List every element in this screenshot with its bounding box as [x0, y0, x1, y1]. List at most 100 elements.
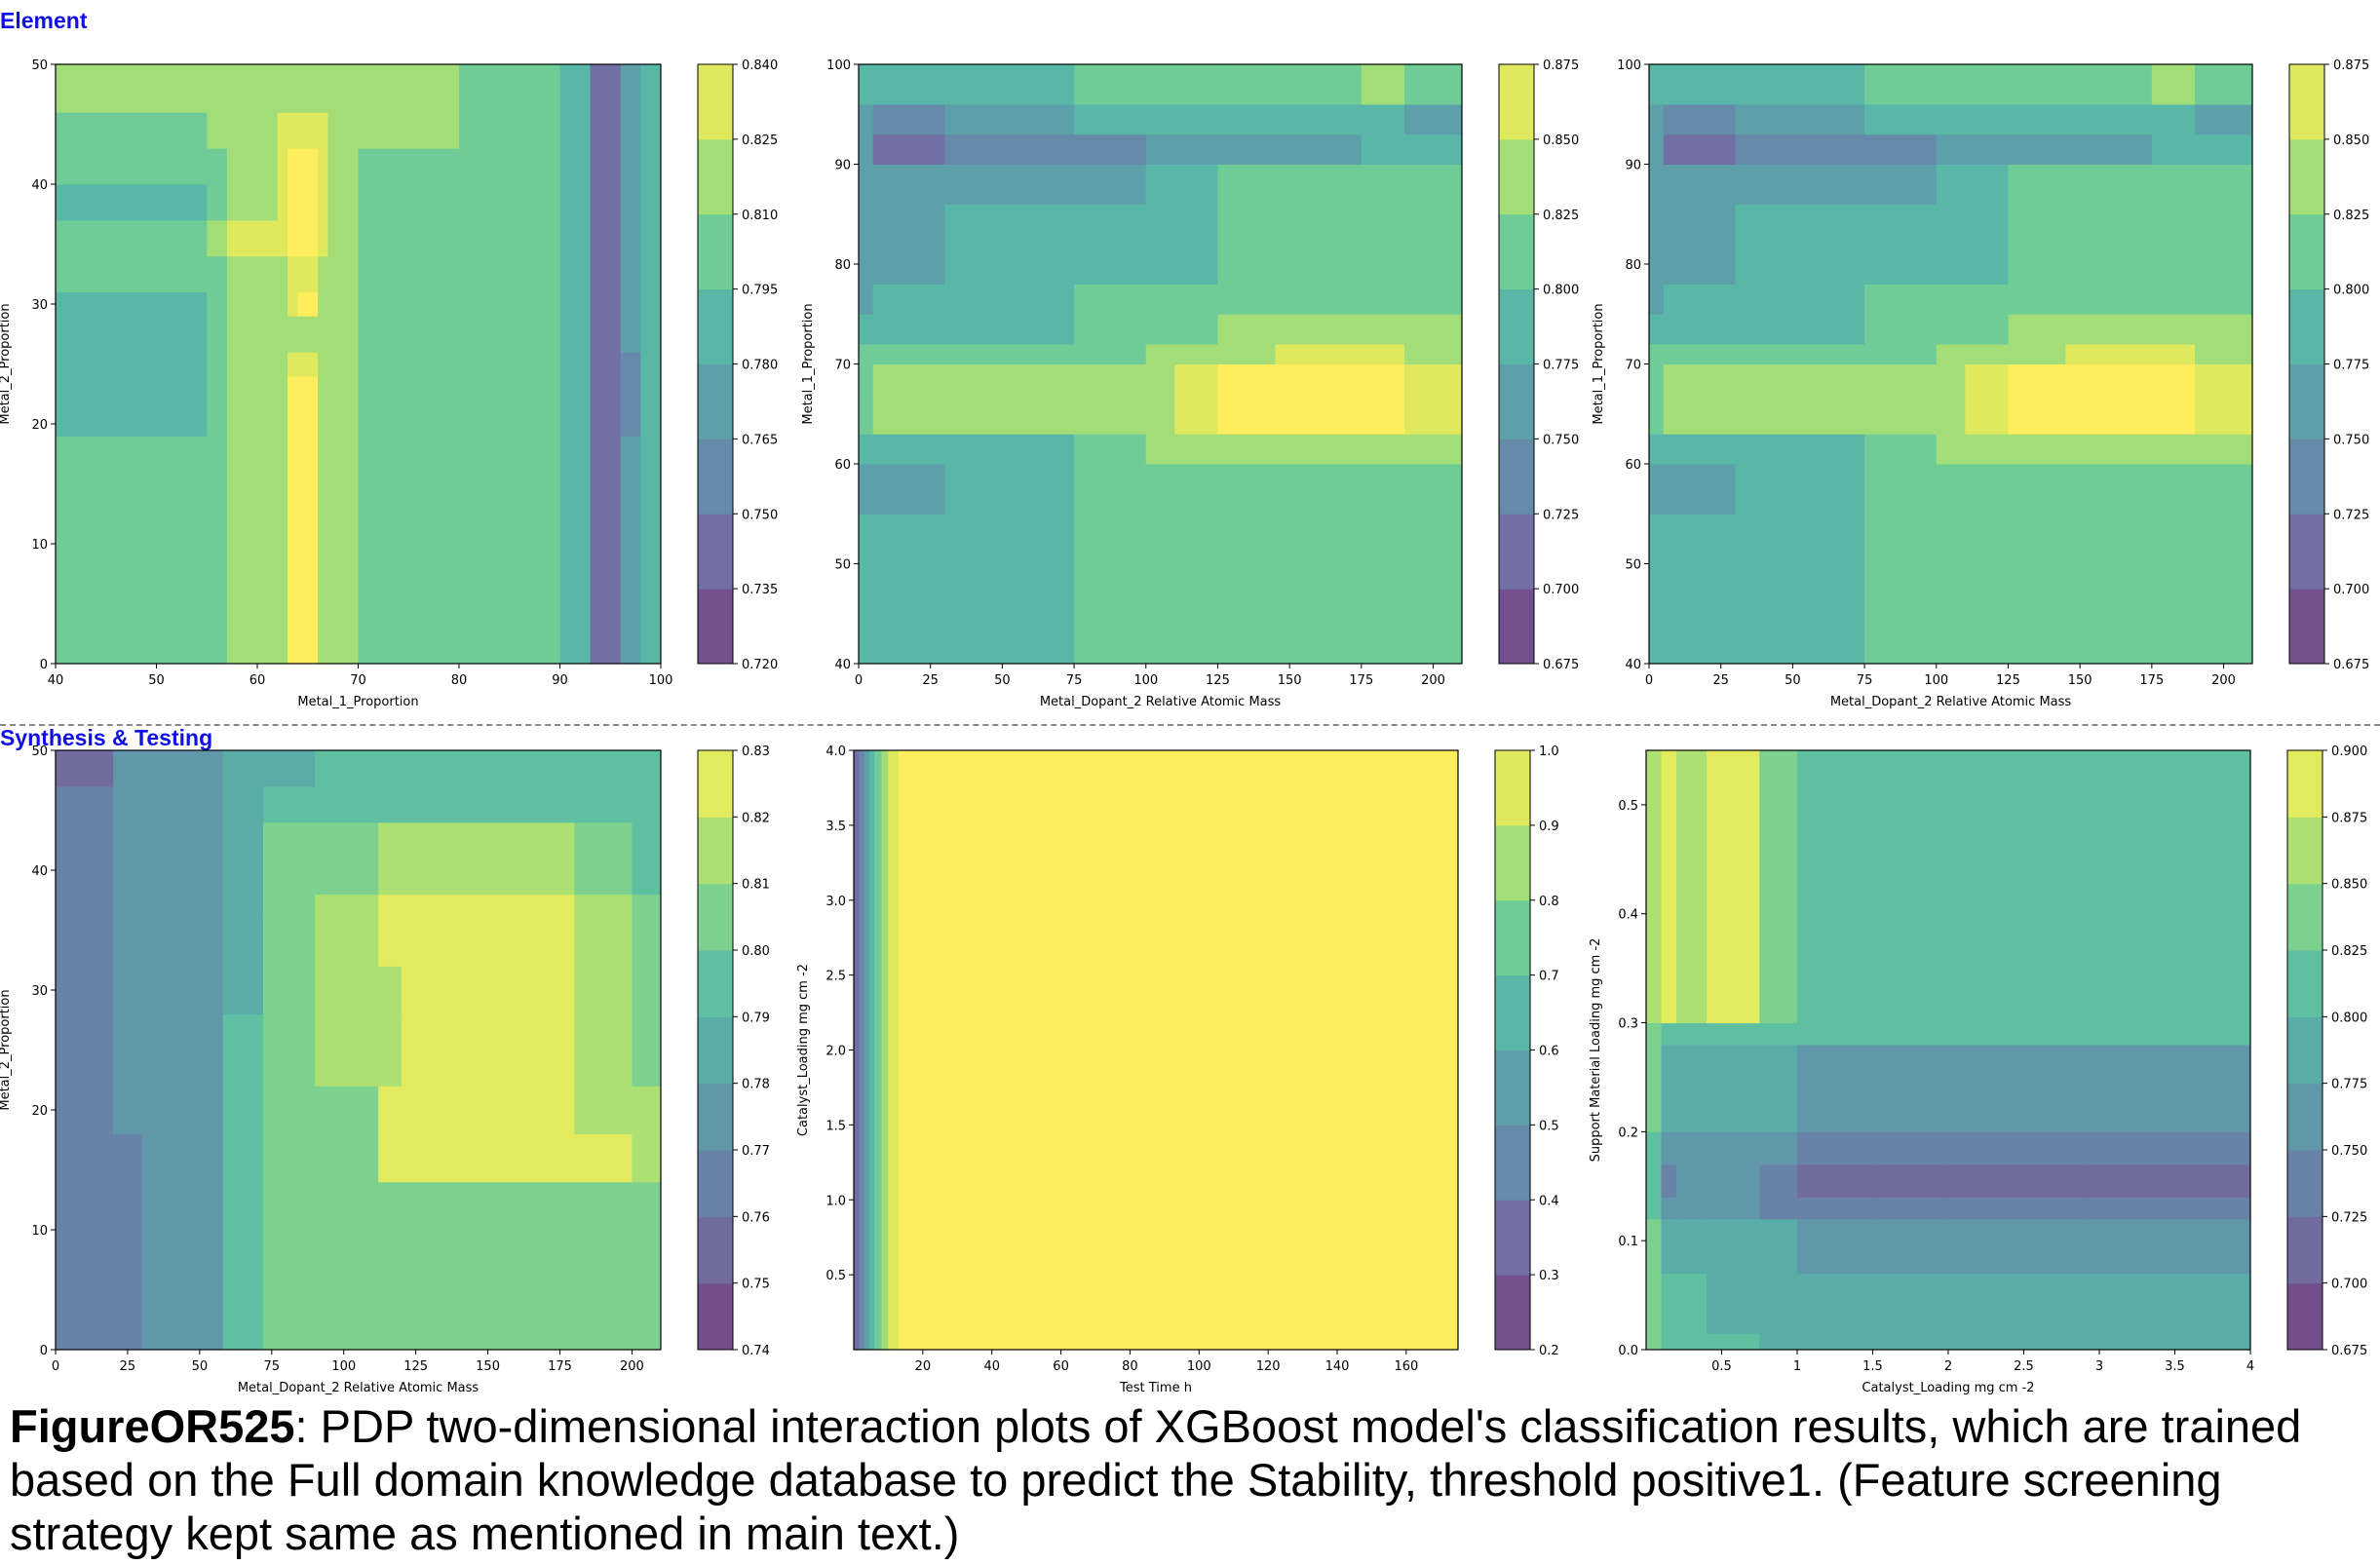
- heatmap-cell: [262, 1013, 316, 1087]
- heatmap-cell: [318, 436, 328, 497]
- heatmap-cell: [141, 1133, 224, 1183]
- heatmap-cell: [1145, 284, 1175, 315]
- heatmap-cell: [1965, 134, 2009, 165]
- heatmap-cell: [590, 219, 622, 257]
- heatmap-cell: [378, 821, 403, 896]
- heatmap-cell: [574, 1133, 633, 1183]
- colorbar-band: [2287, 1150, 2322, 1217]
- heatmap-cell: [1711, 134, 1736, 165]
- heatmap-cell: [1872, 750, 1949, 1024]
- heatmap-cell: [2151, 344, 2196, 364]
- heatmap-cell: [1711, 434, 1736, 465]
- heatmap-cell: [315, 821, 379, 896]
- heatmap-cell: [580, 495, 592, 665]
- y-tick-label: 10: [31, 1224, 48, 1239]
- heatmap-cell: [1361, 394, 1405, 435]
- heatmap-cell: [1661, 1333, 1677, 1351]
- heatmap-cell: [574, 966, 633, 1015]
- heatmap-cell: [487, 785, 575, 823]
- heatmap-cell: [559, 112, 581, 149]
- heatmap-cell: [1936, 344, 1966, 364]
- heatmap-cell: [590, 375, 622, 437]
- heatmap-cell: [1711, 464, 1736, 515]
- heatmap-cell: [921, 344, 945, 364]
- heatmap-cell: [1965, 363, 2009, 395]
- heatmap-cell: [1217, 64, 1276, 105]
- colorbar-tick-label: 0.765: [742, 433, 778, 447]
- heatmap-cell: [640, 219, 662, 257]
- y-tick-label: 40: [834, 658, 851, 672]
- x-tick-label: 90: [552, 673, 568, 688]
- heatmap-cell: [1361, 134, 1405, 165]
- heatmap-cell: [1646, 1197, 1662, 1220]
- heatmap-cell: [1404, 134, 1420, 165]
- heatmap-cell: [56, 291, 208, 317]
- heatmap-cell: [277, 219, 288, 257]
- heatmap-cell: [1711, 164, 1736, 205]
- heatmap-cell: [1275, 344, 1363, 364]
- heatmap-cell: [401, 918, 489, 967]
- colorbar-band: [698, 950, 733, 1017]
- colorbar-band: [1495, 899, 1530, 976]
- heatmap-cell: [1948, 1131, 2085, 1165]
- y-axis-label: Metal_2_Proportion: [0, 989, 13, 1110]
- colorbar-tick-label: 0.750: [742, 508, 778, 522]
- y-tick-label: 2.5: [825, 970, 846, 984]
- heatmap-cell: [921, 64, 945, 105]
- heatmap-cell: [632, 821, 662, 896]
- heatmap-cell: [859, 104, 874, 135]
- heatmap-cell: [2008, 363, 2066, 395]
- heatmap-cell: [1872, 1333, 1949, 1351]
- colorbar-band: [1499, 514, 1534, 590]
- x-tick-label: 50: [994, 673, 1011, 688]
- heatmap-cell: [226, 352, 279, 377]
- y-tick-label: 70: [1625, 359, 1641, 373]
- heatmap-cell: [944, 394, 1075, 435]
- heatmap-cell: [559, 291, 581, 317]
- heatmap-cell: [1275, 164, 1363, 205]
- heatmap-cell: [2195, 164, 2210, 205]
- colorbar-band: [2287, 1282, 2322, 1351]
- heatmap-cell: [2208, 284, 2253, 315]
- colorbar-band: [698, 439, 733, 515]
- heatmap-cell: [1676, 1044, 1708, 1132]
- heatmap-cell: [1759, 1131, 1798, 1165]
- heatmap-cell: [2151, 514, 2196, 665]
- x-axis-label: Catalyst_Loading mg cm -2: [1862, 1381, 2034, 1395]
- heatmap-cell: [2151, 434, 2196, 465]
- heatmap-cell: [222, 1013, 264, 1087]
- heatmap-cell: [2084, 1273, 2251, 1334]
- heatmap-cell: [56, 436, 208, 497]
- heatmap-cell: [580, 436, 592, 497]
- heatmap-cell: [1074, 344, 1147, 364]
- y-tick-label: 50: [31, 58, 48, 73]
- heatmap-cell: [632, 750, 662, 787]
- heatmap-cell: [580, 316, 592, 353]
- heatmap-cell: [1649, 344, 1665, 364]
- heatmap-cell: [632, 918, 662, 967]
- colorbar-tick-label: 0.900: [2331, 744, 2367, 759]
- heatmap-cell: [1872, 1273, 1949, 1334]
- heatmap-cell: [1936, 363, 1966, 395]
- heatmap-cell: [944, 204, 1075, 285]
- heatmap-cell: [1864, 284, 1938, 315]
- heatmap-cell: [2208, 64, 2253, 105]
- heatmap-cell: [358, 219, 460, 257]
- heatmap-cell: [487, 894, 575, 919]
- heatmap-cell: [1404, 204, 1420, 285]
- heatmap-cell: [1145, 64, 1175, 105]
- heatmap-cell: [590, 184, 622, 221]
- y-axis-label: Metal_1_Proportion: [1592, 303, 1606, 424]
- colorbar-frame: [697, 749, 734, 1351]
- colorbar-tick-label: 0.79: [742, 1011, 770, 1025]
- colorbar-tick-label: 0.8: [1539, 895, 1559, 909]
- heatmap-cell: [1676, 1022, 1708, 1046]
- heatmap-cell: [288, 148, 298, 185]
- heatmap-cell: [141, 966, 224, 1015]
- x-tick-label: 100: [1133, 673, 1158, 688]
- y-tick-label: 50: [31, 744, 48, 759]
- heatmap-cell: [620, 64, 641, 113]
- heatmap-cell: [1217, 284, 1276, 315]
- heatmap-cell: [315, 1013, 379, 1087]
